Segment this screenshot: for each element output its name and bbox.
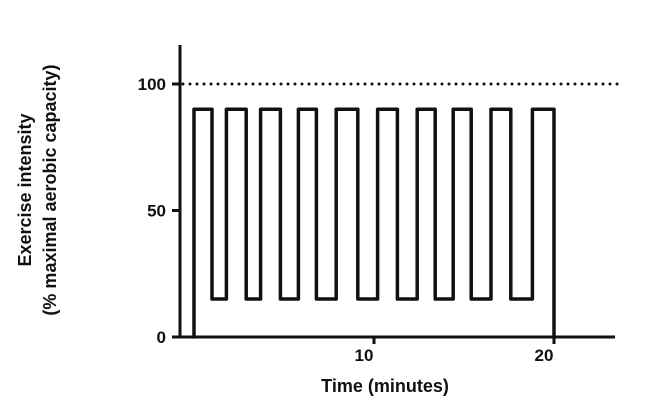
y-tick-label: 0 bbox=[157, 328, 166, 347]
y-tick-label: 100 bbox=[138, 75, 166, 94]
x-tick-label: 20 bbox=[535, 346, 554, 365]
y-axis-label-line1: Exercise intensity bbox=[15, 113, 35, 266]
y-tick-label: 50 bbox=[147, 202, 166, 221]
y-axis-label-line2: (% maximal aerobic capacity) bbox=[40, 64, 60, 315]
x-axis-label: Time (minutes) bbox=[321, 376, 449, 396]
x-tick-label: 10 bbox=[355, 346, 374, 365]
intensity-series-line bbox=[192, 107, 556, 339]
